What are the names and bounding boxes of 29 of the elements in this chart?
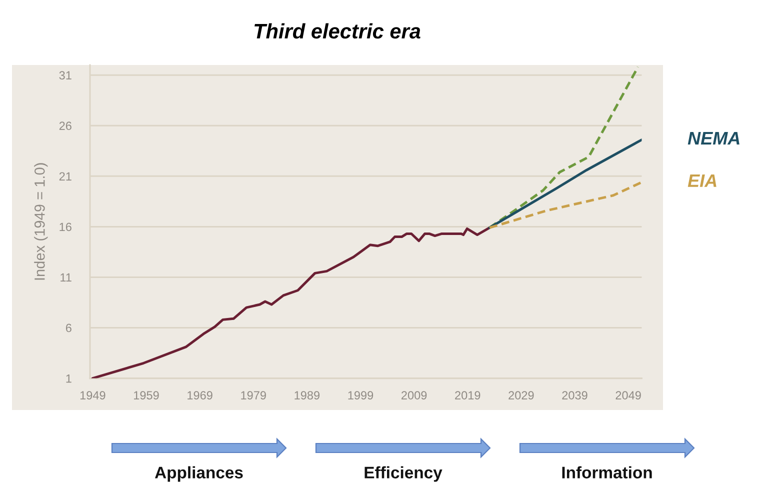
y-tick-label: 6 <box>66 324 72 332</box>
x-tick-label: 2019 <box>455 391 480 400</box>
text: Information <box>562 466 652 478</box>
x-tick-label: 1959 <box>134 391 159 400</box>
x-tick-label: 1979 <box>241 391 266 400</box>
x-tick-label: 2049 <box>616 391 641 400</box>
text: EIA <box>688 174 716 187</box>
text: Efficiency <box>364 466 442 482</box>
x-tick-label: 2039 <box>562 391 588 400</box>
y-tick-label: 11 <box>60 273 72 282</box>
line-series <box>91 226 491 378</box>
x-tick-label: 1999 <box>348 391 374 400</box>
y-tick-label: 26 <box>59 122 72 130</box>
text: Appliances <box>154 466 243 482</box>
y-axis-title: Index (1949 = 1.0) <box>34 163 48 280</box>
y-tick-label: 21 <box>59 172 72 180</box>
y-tick-label: 1 <box>66 374 72 383</box>
x-tick-label: 1989 <box>294 391 320 400</box>
text: NEMA <box>688 132 740 144</box>
chart-title: Third electric era <box>254 23 420 39</box>
x-tick-label: 2009 <box>402 391 427 400</box>
line-series <box>488 180 642 229</box>
line-series <box>488 138 642 229</box>
y-tick-label: 31 <box>59 71 72 80</box>
x-tick-label: 1969 <box>188 391 212 400</box>
line-series <box>488 66 640 229</box>
y-tick-label: 16 <box>60 222 72 232</box>
x-tick-label: 1949 <box>80 391 106 400</box>
x-tick-label: 2029 <box>508 391 534 400</box>
